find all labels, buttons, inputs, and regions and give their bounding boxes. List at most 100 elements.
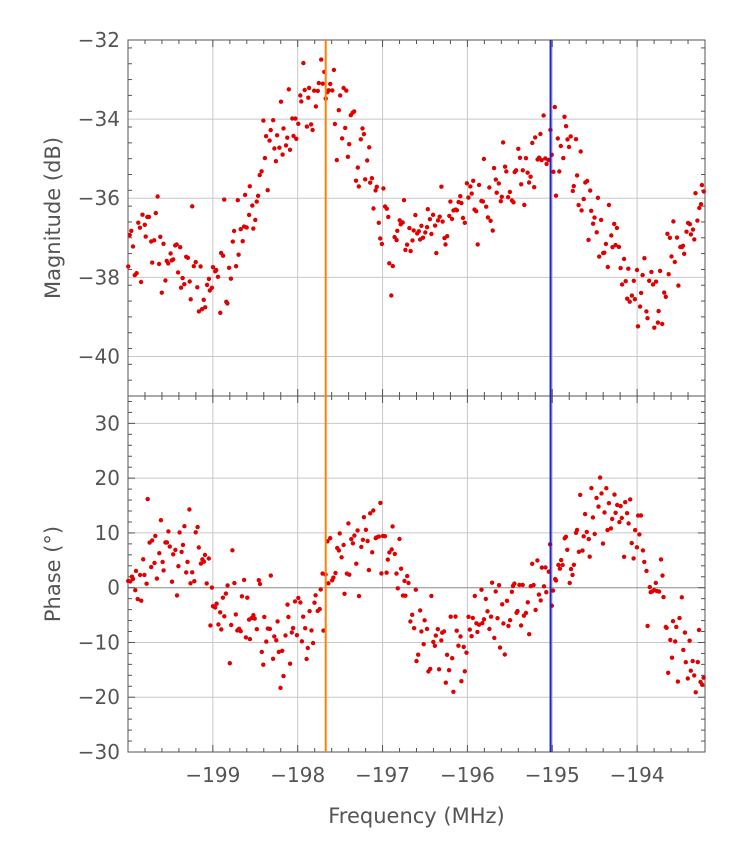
data-point	[326, 581, 331, 586]
data-point	[390, 524, 395, 529]
data-point	[432, 223, 438, 228]
data-point	[459, 200, 464, 206]
data-point	[594, 495, 599, 501]
data-point	[640, 548, 646, 553]
data-point	[538, 598, 543, 603]
data-point	[320, 81, 325, 86]
data-point	[550, 588, 556, 593]
data-point	[276, 649, 281, 655]
data-point	[449, 216, 455, 222]
data-point	[304, 656, 309, 662]
data-point	[439, 184, 444, 189]
data-point	[298, 600, 303, 605]
data-point	[267, 626, 273, 632]
data-point	[462, 669, 467, 674]
data-point	[214, 601, 219, 606]
data-point	[588, 188, 593, 193]
data-point	[185, 255, 191, 260]
data-point	[294, 136, 299, 141]
data-point	[448, 199, 453, 204]
data-point	[141, 557, 146, 562]
data-point	[296, 595, 301, 601]
data-point	[404, 242, 410, 247]
x-tick-label: −194	[610, 763, 665, 787]
data-point	[553, 193, 559, 198]
data-point	[315, 88, 320, 94]
magnitude-points	[126, 57, 706, 330]
data-point	[180, 275, 185, 281]
data-point	[557, 169, 562, 174]
data-point	[403, 593, 408, 598]
data-point	[254, 627, 259, 632]
data-point	[204, 581, 209, 586]
data-point	[392, 551, 397, 557]
data-point	[631, 556, 636, 561]
data-point	[574, 527, 580, 533]
data-point	[615, 502, 620, 508]
data-point	[530, 561, 535, 566]
data-point	[660, 321, 665, 327]
y-tick-label: −32	[78, 28, 120, 52]
data-point	[263, 134, 269, 139]
data-point	[664, 625, 669, 630]
data-point	[154, 576, 160, 581]
data-point	[693, 690, 698, 695]
data-point	[649, 269, 654, 275]
data-point	[166, 261, 171, 266]
data-point	[690, 227, 696, 232]
data-point	[213, 605, 218, 610]
data-point	[210, 265, 216, 270]
data-point	[576, 549, 582, 554]
data-point	[698, 202, 704, 207]
data-point	[560, 562, 565, 568]
data-point	[201, 297, 206, 302]
data-point	[502, 652, 507, 657]
data-point	[671, 219, 676, 224]
data-point	[504, 169, 509, 174]
data-point	[582, 511, 588, 517]
y-tick-label: 30	[95, 411, 120, 435]
data-point	[215, 274, 221, 279]
data-point	[680, 243, 686, 248]
data-point	[436, 667, 442, 672]
data-point	[525, 170, 530, 175]
data-point	[500, 602, 505, 607]
data-point	[526, 180, 532, 185]
data-point	[519, 182, 524, 187]
data-point	[668, 637, 673, 643]
data-point	[619, 282, 625, 287]
data-point	[612, 492, 617, 497]
data-point	[479, 587, 484, 592]
data-point	[454, 628, 459, 633]
data-point	[485, 215, 491, 220]
data-point	[229, 622, 234, 628]
plot-frame	[127, 395, 706, 753]
data-point	[629, 540, 634, 546]
data-point	[253, 217, 258, 223]
data-point	[153, 533, 158, 539]
data-point	[491, 165, 497, 171]
data-point	[227, 661, 232, 666]
data-point	[169, 579, 175, 584]
data-point	[570, 572, 575, 578]
data-point	[387, 550, 392, 555]
data-point	[513, 168, 519, 173]
data-point	[693, 191, 698, 196]
data-point	[461, 644, 466, 650]
data-point	[176, 564, 181, 569]
data-point	[337, 531, 342, 536]
data-point	[379, 571, 384, 576]
data-point	[228, 276, 234, 281]
data-point	[312, 600, 317, 605]
data-point	[644, 309, 649, 314]
data-point	[171, 257, 176, 262]
data-point	[590, 221, 596, 226]
data-point	[522, 202, 527, 208]
data-point	[568, 134, 573, 139]
data-point	[206, 276, 212, 282]
data-point	[628, 497, 633, 502]
data-point	[581, 534, 586, 539]
data-point	[674, 235, 680, 240]
data-point	[150, 538, 155, 543]
data-point	[336, 108, 341, 113]
